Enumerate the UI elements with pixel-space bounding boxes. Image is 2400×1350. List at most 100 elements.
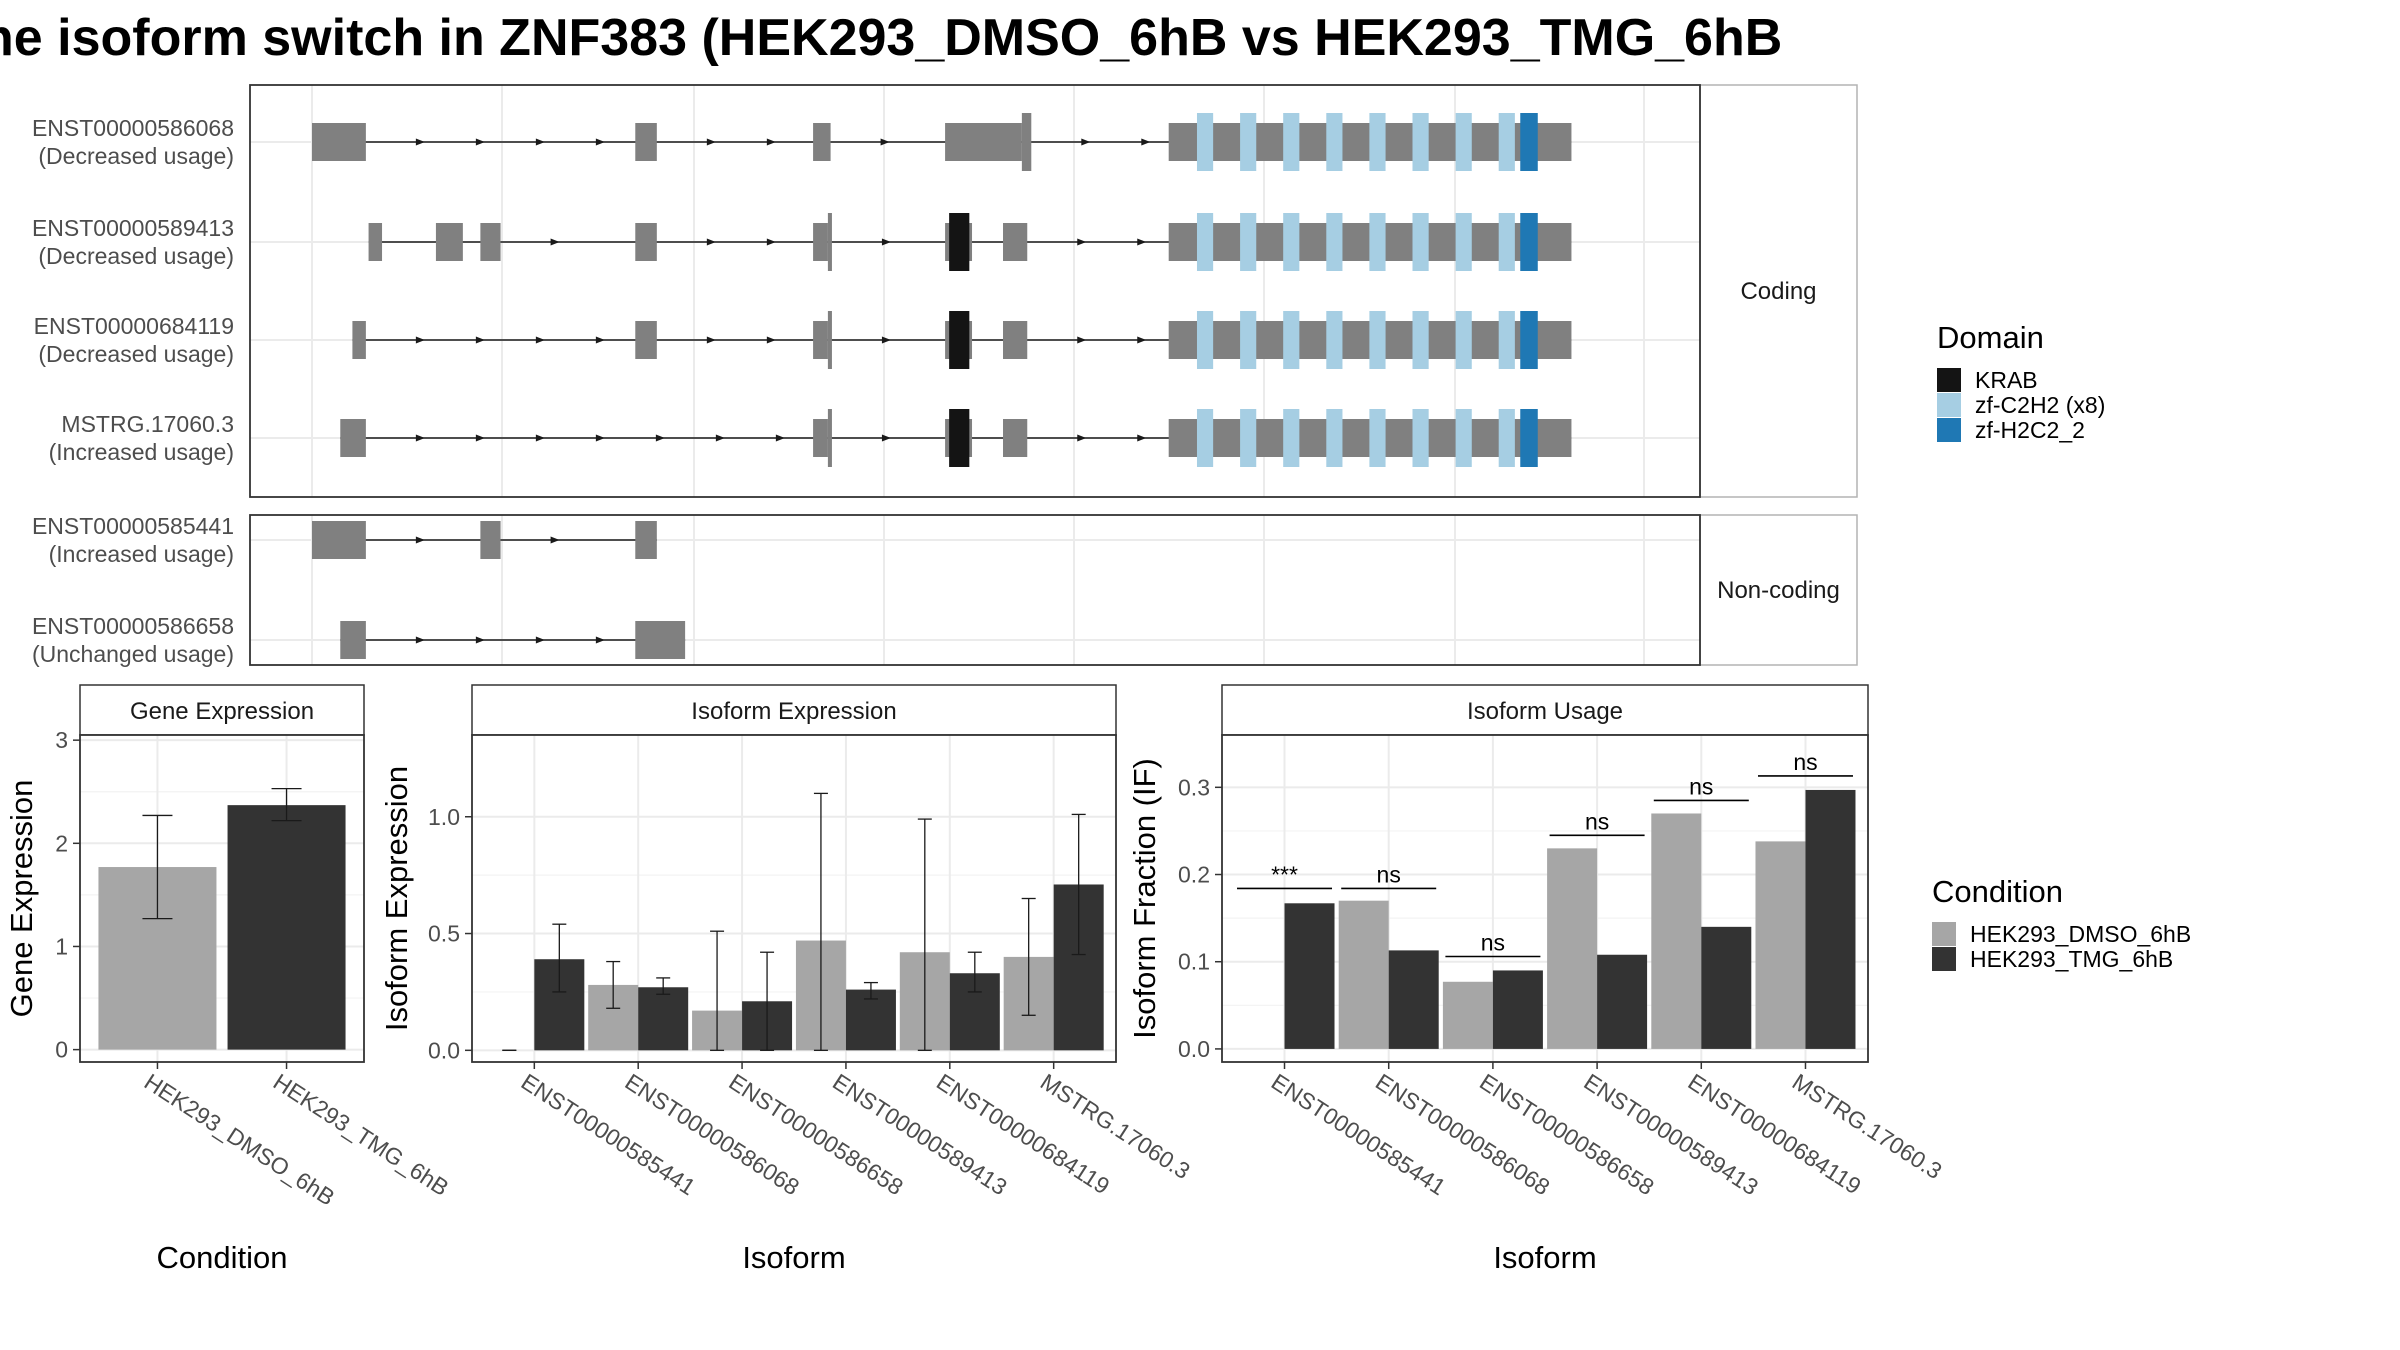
exon [813,223,828,261]
panel-strip [79,684,365,736]
domain-zf-c2h2 [1455,409,1472,467]
x-tick-label: ENST00000589413 [828,1068,1012,1200]
domain-zf-c2h2 [1196,113,1214,171]
x-axis-title: Condition [157,1240,288,1275]
y-axis-title: Isoform Expression [379,766,414,1031]
exon [340,419,366,457]
domain-zf-c2h2 [1283,213,1300,271]
intron-arrow [706,238,716,246]
intron-arrow [1137,336,1147,344]
bar [227,805,346,1050]
domain-zf-c2h2 [1326,409,1343,467]
intron-arrow [1137,238,1147,246]
intron-arrow [595,336,605,344]
intron-arrow [880,138,890,146]
domain-zf-c2h2 [1369,409,1386,467]
intron-arrow [706,336,716,344]
condition-legend-title: Condition [1932,874,2063,909]
facet-strip-label: Non-coding [1717,577,1840,604]
facet-strip-label: Coding [1740,278,1816,305]
intron-arrow [415,536,425,544]
y-tick-label: 1 [55,933,68,959]
intron-arrow [775,434,785,442]
domain-zf-c2h2 [1196,213,1214,271]
domain-zf-c2h2 [1283,113,1300,171]
domain-legend-title: Domain [1937,320,2044,355]
exon [827,311,832,369]
transcript-id-label: ENST00000585441 [32,513,234,539]
intron-arrow [475,336,485,344]
exon [1003,321,1028,359]
domain-zf-c2h2 [1283,311,1300,369]
domain-zf-c2h2 [1369,311,1386,369]
panel-strip-label: Isoform Usage [1467,698,1623,725]
domain-zf-c2h2 [1196,311,1214,369]
domain-zf-c2h2 [1240,113,1257,171]
intron-arrow [415,636,425,644]
significance-label: ns [1689,773,1713,799]
intron-arrow [655,434,665,442]
transcript-id-label: ENST00000589413 [32,215,234,241]
transcript-panel-border [249,514,1701,666]
exon [368,223,383,261]
x-tick-label: ENST00000684119 [932,1068,1114,1199]
transcript-panel-bg [250,515,1700,665]
domain-zf-c2h2 [1498,311,1515,369]
exon [312,521,366,559]
x-axis-title: Isoform [1493,1240,1596,1275]
y-tick-label: 0.5 [428,921,460,947]
bar [1701,926,1752,1049]
y-tick-label: 0.2 [1178,862,1210,888]
intron-arrow [595,636,605,644]
domain-zf-c2h2 [1498,113,1515,171]
transcript-usage-label: (Unchanged usage) [32,641,234,667]
x-tick-label: ENST00000585441 [1267,1068,1451,1200]
transcript-usage-label: (Decreased usage) [38,341,234,367]
intron-arrow [1077,434,1087,442]
domain-zf-c2h2 [1455,113,1472,171]
significance-label: ns [1377,861,1401,887]
exon [480,223,501,261]
domain-legend-key [1937,418,1961,442]
facet-strip [1699,84,1858,498]
intron-arrow [535,434,545,442]
exon [813,419,828,457]
bar [1547,848,1598,1049]
intron-arrow [766,238,776,246]
domain-zf-c2h2 [1326,213,1343,271]
x-axis-title: Isoform [742,1240,845,1275]
transcript-usage-label: (Increased usage) [49,541,234,567]
intron-arrow [415,138,425,146]
x-tick-label: ENST00000586658 [1475,1068,1659,1200]
intron-arrow [881,238,891,246]
intron-arrow [550,536,560,544]
significance-label: ns [1585,808,1609,834]
intron-arrow [415,336,425,344]
condition-legend-label: HEK293_TMG_6hB [1970,946,2173,972]
domain-zf-c2h2 [1369,213,1386,271]
exon [945,123,1022,161]
domain-zf-c2h2 [1326,113,1343,171]
bar [1388,950,1439,1049]
intron-arrow [715,434,725,442]
transcript-usage-label: (Increased usage) [49,439,234,465]
y-tick-label: 0.0 [1178,1036,1210,1062]
intron-arrow [475,138,485,146]
y-tick-label: 2 [55,830,68,856]
exon [813,123,831,161]
y-tick-label: 0.0 [428,1037,460,1063]
domain-zf-c2h2 [1498,213,1515,271]
bar [638,987,689,1051]
intron-arrow [595,138,605,146]
domain-zf-c2h2 [1240,213,1257,271]
x-tick-label: ENST00000589413 [1579,1068,1763,1200]
y-tick-label: 1.0 [428,804,460,830]
exon [635,223,657,261]
domain-zf-c2h2 [1326,311,1343,369]
transcript-usage-label: (Decreased usage) [38,143,234,169]
bar [1805,789,1856,1049]
bar [1755,841,1806,1049]
exon [1021,113,1032,171]
domain-zf-h2c2 [1520,311,1538,369]
